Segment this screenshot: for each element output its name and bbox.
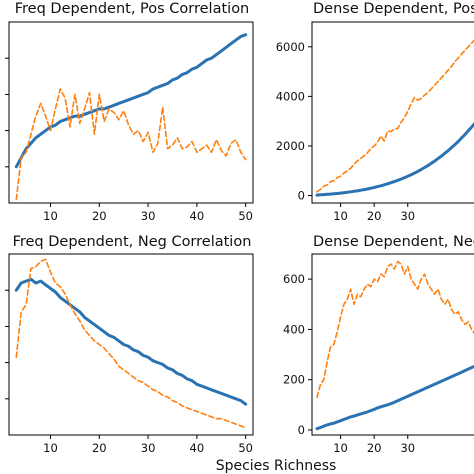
plot-area: 10 20 30 40 50 xyxy=(5,253,254,455)
x-tick-label: 30 xyxy=(400,209,415,223)
chart-title: Freq Dependent, Pos Correlation xyxy=(15,1,250,17)
x-tick-label: 10 xyxy=(43,441,58,455)
chart-title: Freq Dependent, Neg Correlation xyxy=(13,234,252,250)
series-line-solid xyxy=(14,277,248,406)
x-tick-label: 20 xyxy=(367,441,382,455)
plot-area: 10 20 30 0 200 400 600 xyxy=(283,253,474,455)
plot-area: 10 20 30 0 2000 4000 6000 xyxy=(276,21,474,223)
plot-area: 10 20 30 40 50 xyxy=(5,21,254,223)
panel-freq-neg: Freq Dependent, Neg Correlation 10 20 30 40… xyxy=(5,234,254,455)
panel-dense-neg: Dense Dependent, Neg 10 20 30 0 200 400 600 xyxy=(283,234,474,455)
panel-dense-pos: Dense Dependent, Pos 10 20 30 0 2000 4000 6000 xyxy=(276,1,474,223)
y-tick-label: 600 xyxy=(283,272,305,286)
x-tick-label: 10 xyxy=(333,209,348,223)
x-tick-label: 50 xyxy=(238,441,253,455)
axes-frame xyxy=(8,253,254,436)
series-line-dashed xyxy=(316,260,474,399)
series-line-solid xyxy=(315,364,474,431)
x-tick-label: 10 xyxy=(43,209,58,223)
x-tick-label: 30 xyxy=(141,209,156,223)
y-tick-label: 0 xyxy=(298,189,305,203)
x-tick-label: 30 xyxy=(141,441,156,455)
axes-frame xyxy=(311,21,474,204)
x-tick-label: 10 xyxy=(333,441,348,455)
x-tick-label: 40 xyxy=(190,441,205,455)
chart-title: Dense Dependent, Neg xyxy=(313,234,474,250)
series-line-solid xyxy=(315,122,474,197)
y-tick-label: 200 xyxy=(283,373,305,387)
x-tick-label: 30 xyxy=(400,441,415,455)
axes-frame xyxy=(311,253,474,436)
y-tick-label: 2000 xyxy=(276,139,305,153)
x-tick-label: 50 xyxy=(238,209,253,223)
figure-xlabel: Species Richness xyxy=(216,458,337,474)
series-line-solid xyxy=(14,33,248,169)
y-tick-label: 0 xyxy=(298,423,305,437)
series-line-dashed xyxy=(15,88,247,201)
x-tick-label: 20 xyxy=(92,441,107,455)
axes-frame xyxy=(8,21,254,204)
y-tick-label: 400 xyxy=(283,322,305,336)
series-line-dashed xyxy=(15,258,247,429)
x-tick-label: 20 xyxy=(367,209,382,223)
series-line-dashed xyxy=(316,39,474,193)
x-tick-label: 40 xyxy=(190,209,205,223)
panel-freq-pos: Freq Dependent, Pos Correlation 10 20 30 40… xyxy=(5,1,254,223)
y-tick-label: 6000 xyxy=(276,40,305,54)
y-tick-label: 4000 xyxy=(276,89,305,103)
chart-title: Dense Dependent, Pos xyxy=(313,1,474,17)
x-tick-label: 20 xyxy=(92,209,107,223)
